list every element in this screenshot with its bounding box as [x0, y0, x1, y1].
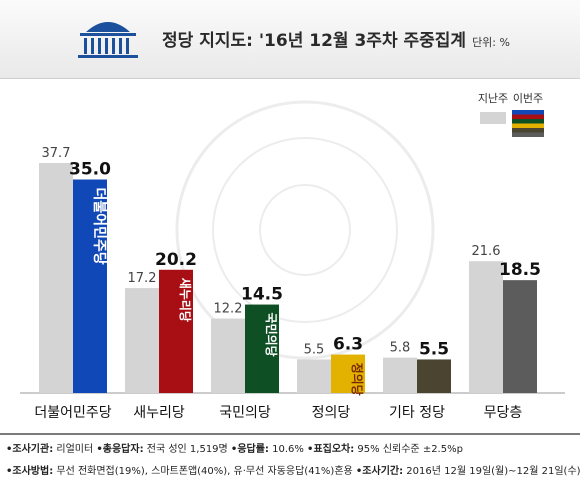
value-label-curr-2: 14.5: [241, 285, 283, 305]
value-label-curr-0: 35.0: [69, 160, 111, 180]
bar-curr-0: [73, 179, 107, 393]
header-bar: 정당 지지도: '16년 12월 3주차 주중집계 단위: %: [0, 0, 580, 79]
value-labels: 37.735.0 17.220.2 12.214.5 5.5 6.3 5.8 5.5 21.6…: [42, 146, 541, 359]
value-label-curr-4: 5.5: [419, 339, 449, 359]
legend-label-prev: 지난주: [478, 92, 508, 105]
bar-prev-1: [125, 288, 159, 393]
unit-label: 단위: %: [472, 36, 510, 49]
category-label-1: 새누리당: [133, 405, 185, 421]
bar-logo-text-2: 국민의당: [264, 313, 279, 357]
legend-swatch-curr-2: [512, 119, 544, 124]
footer-1-key-0: •조사기관:: [6, 444, 54, 455]
bar-prev-5: [469, 261, 503, 393]
footer-line-1: •조사기관: 리얼미터 •총응답자: 전국 성인 1,519명 •응답률: 10…: [6, 440, 463, 455]
footer-1-value-2: 10.6%: [268, 444, 308, 455]
value-label-prev-5: 21.6: [472, 244, 501, 259]
footer-2-value-0: 무선 전화면접(19%), 스마트폰앱(40%), 유·무선 자동응답(41%)…: [53, 466, 356, 477]
value-label-curr-5: 18.5: [499, 260, 541, 280]
legend-swatch-curr-1: [512, 114, 544, 119]
legend-swatch-curr-0: [512, 110, 544, 115]
value-label-curr-1: 20.2: [155, 250, 197, 270]
category-label-2: 국민의당: [219, 405, 271, 421]
footer-line-2: •조사방법: 무선 전화면접(19%), 스마트폰앱(40%), 유·무선 자동…: [6, 462, 580, 477]
footer-1-value-0: 리얼미터: [53, 444, 97, 455]
bar-prev-0: [39, 163, 73, 393]
bar-curr-1: [159, 269, 193, 393]
bar-prev-2: [211, 318, 245, 393]
footer-1-value-3: 95% 신뢰수준 ±2.5%p: [354, 444, 463, 455]
legend: 지난주 이번주: [478, 92, 544, 137]
footer-2-value-1: 2016년 12월 19일(월)~12월 21일(수): [403, 466, 580, 477]
bar-logo-text-1: 새누리당: [178, 278, 193, 322]
bar-logo-text-0: 더불어민주당: [91, 188, 108, 265]
value-label-prev-2: 12.2: [214, 302, 243, 317]
legend-swatch-curr-5: [512, 132, 544, 137]
page-title: 정당 지지도: '16년 12월 3주차 주중집계 단위: %: [162, 26, 510, 51]
category-label-5: 무당층: [484, 405, 523, 421]
value-label-prev-1: 17.2: [128, 271, 157, 286]
bar-prev-3: [297, 359, 331, 393]
footer-1-value-1: 전국 성인 1,519명: [143, 444, 231, 455]
value-label-prev-0: 37.7: [42, 146, 71, 161]
footer-notes: •조사기관: 리얼미터 •총응답자: 전국 성인 1,519명 •응답률: 10…: [0, 433, 580, 489]
legend-swatch-curr-3: [512, 123, 544, 128]
category-label-4: 기타 정당: [389, 405, 445, 421]
value-label-prev-4: 5.8: [390, 341, 411, 356]
footer-2-key-0: •조사방법:: [6, 466, 54, 477]
value-label-prev-3: 5.5: [304, 342, 325, 357]
value-label-curr-3: 6.3: [333, 335, 363, 355]
bar-curr-3: [331, 354, 365, 393]
bar-prev-4: [383, 357, 417, 393]
national-assembly-icon: [78, 22, 138, 58]
legend-swatch-prev: [480, 112, 506, 124]
watermark-seal: [175, 100, 435, 360]
category-label-0: 더불어민주당: [34, 405, 111, 421]
footer-1-key-1: •총응답자:: [96, 444, 144, 455]
footer-2-key-1: •조사기간:: [355, 466, 404, 477]
legend-swatch-curr-4: [512, 128, 544, 133]
footer-1-key-3: •표집오차:: [307, 444, 355, 455]
category-labels: 더불어민주당 새누리당 국민의당 정의당 기타 정당 무당층: [34, 405, 522, 421]
title-text: 정당 지지도: '16년 12월 3주차 주중집계: [162, 31, 467, 51]
bar-curr-4: [417, 359, 451, 393]
footer-1-key-2: •응답률:: [230, 444, 269, 455]
legend-label-curr: 이번주: [513, 92, 543, 105]
bar-curr-2: [245, 304, 279, 393]
category-label-3: 정의당: [312, 405, 351, 421]
bar-logo-text-3: 정의당: [350, 363, 365, 396]
bar-curr-5: [503, 280, 537, 393]
